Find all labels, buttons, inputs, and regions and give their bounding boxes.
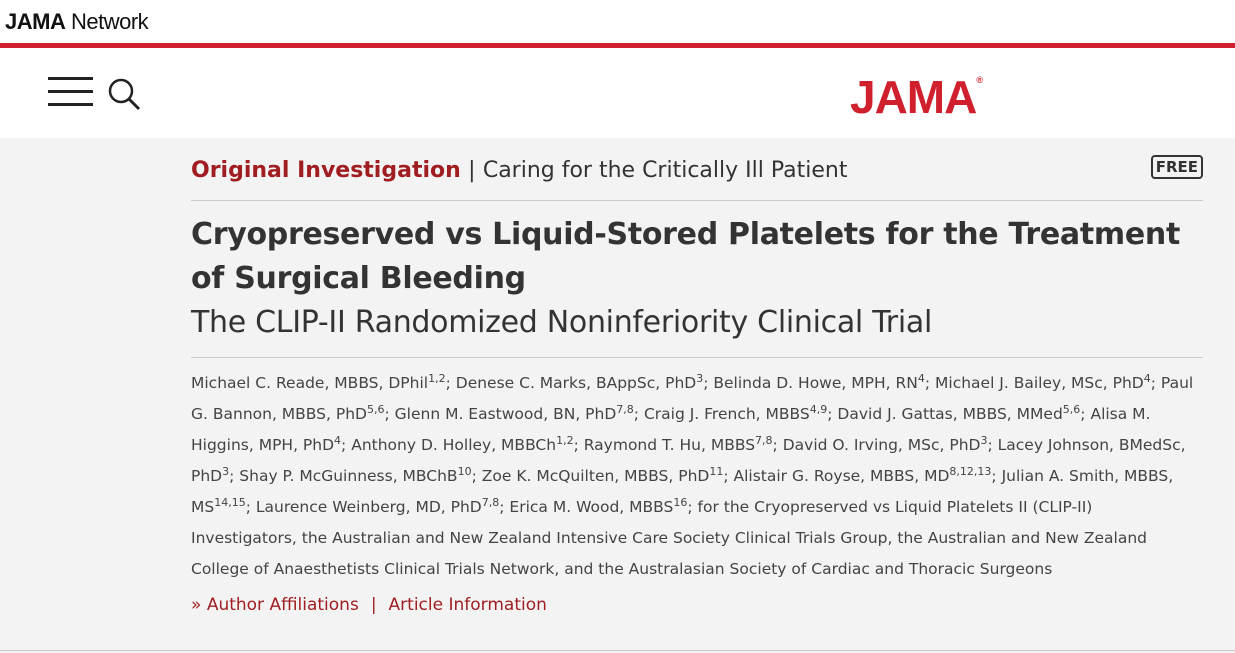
author-affiliation[interactable]: 14,15 — [214, 495, 246, 509]
author-affiliation[interactable]: 1,2 — [556, 433, 574, 447]
article-subtitle: The CLIP-II Randomized Noninferiority Cl… — [191, 301, 1203, 358]
author-affiliation[interactable]: 3 — [980, 433, 988, 447]
author-affiliations-link[interactable]: » Author Affiliations — [191, 595, 359, 615]
links-separator: | — [370, 595, 377, 615]
section-separator: | — [468, 158, 476, 183]
author-separator: ; — [245, 498, 251, 516]
brand-logo[interactable]: JAMA® — [850, 70, 983, 124]
author-name[interactable]: Alisa M. Higgins, MPH, PhD — [191, 405, 1151, 454]
author-separator: ; — [827, 405, 833, 423]
article-header: Original Investigation | Caring for the … — [191, 150, 1203, 615]
author-separator: ; — [499, 498, 505, 516]
author-affiliation[interactable]: 7,8 — [616, 402, 634, 416]
author-name[interactable]: Paul G. Bannon, MBBS, PhD — [191, 374, 1194, 423]
section-link[interactable]: Original Investigation — [191, 158, 461, 183]
search-button[interactable] — [108, 78, 142, 112]
article-information-link[interactable]: Article Information — [388, 595, 547, 615]
author-affiliation[interactable]: 7,8 — [481, 495, 500, 509]
author-list: Michael C. Reade, MBBS, DPhil1,2; Denese… — [191, 368, 1203, 585]
site-header: JAMA® — [0, 48, 1235, 138]
author-separator: ; — [987, 436, 993, 454]
network-logo-bold[interactable]: JAMA — [5, 9, 66, 34]
author-affiliation[interactable]: 4,9 — [809, 402, 828, 416]
author-separator: ; — [384, 405, 390, 423]
author-name[interactable]: Belinda D. Howe, MPH, RN — [713, 374, 918, 392]
author-name[interactable]: Anthony D. Holley, MBBCh — [351, 436, 557, 454]
author-name[interactable]: Julian A. Smith, MBBS, MS — [191, 467, 1174, 516]
brand-logo-mark: ® — [976, 75, 983, 85]
author-name[interactable]: Lacey Johnson, BMedSc, PhD — [191, 436, 1186, 485]
article-links: » Author Affiliations | Article Informatio… — [191, 595, 1203, 615]
author-affiliation[interactable]: 16 — [673, 495, 688, 509]
author-name[interactable]: Shay P. McGuinness, MBChB — [239, 467, 458, 485]
author-separator: ; — [772, 436, 778, 454]
author-affiliation[interactable]: 4 — [1143, 371, 1151, 385]
author-separator: ; — [924, 374, 931, 392]
author-separator: ; — [991, 467, 997, 485]
author-name[interactable]: Laurence Weinberg, MD, PhD — [255, 498, 482, 516]
author-separator: ; — [687, 498, 693, 516]
author-name[interactable]: Denese C. Marks, BAppSc, PhD — [455, 374, 697, 392]
brand-logo-text[interactable]: JAMA — [850, 71, 977, 123]
author-name[interactable]: Craig J. French, MBBS — [643, 405, 810, 423]
author-separator: ; — [229, 467, 235, 485]
article-type: Original Investigation | Caring for the … — [191, 150, 1203, 201]
menu-button[interactable] — [48, 76, 94, 108]
author-affiliation[interactable]: 11 — [709, 464, 724, 478]
author-separator: ; — [703, 374, 709, 392]
author-affiliation[interactable]: 8,12,13 — [949, 464, 992, 478]
divider — [0, 650, 1235, 651]
author-separator: ; — [633, 405, 640, 423]
author-affiliation[interactable]: 3 — [222, 464, 230, 478]
network-logo[interactable]: JAMA Network — [5, 9, 149, 35]
author-affiliation[interactable]: 3 — [696, 371, 704, 385]
author-affiliation[interactable]: 1,2 — [428, 371, 446, 385]
author-name[interactable]: Erica M. Wood, MBBS — [509, 498, 674, 516]
group-authors: for the Cryopreserved vs Liquid Platelet… — [191, 498, 1147, 578]
author-affiliation[interactable]: 5,6 — [1062, 402, 1081, 416]
author-name[interactable]: David O. Irving, MSc, PhD — [782, 436, 981, 454]
collection-link[interactable]: Caring for the Critically Ill Patient — [482, 158, 848, 183]
author-separator: ; — [1080, 405, 1086, 423]
author-name[interactable]: Michael C. Reade, MBBS, DPhil — [191, 374, 429, 392]
author-affiliation[interactable]: 7,8 — [755, 433, 773, 447]
author-separator: ; — [1150, 374, 1156, 392]
author-affiliation[interactable]: 5,6 — [366, 402, 385, 416]
author-affiliation[interactable]: 10 — [457, 464, 472, 478]
author-separator: ; — [341, 436, 347, 454]
author-separator: ; — [723, 467, 729, 485]
author-separator: ; — [471, 467, 477, 485]
author-name[interactable]: Michael J. Bailey, MSc, PhD — [935, 374, 1144, 392]
author-name[interactable]: David J. Gattas, MBBS, MMed — [837, 405, 1063, 423]
author-affiliation[interactable]: 4 — [917, 371, 925, 385]
author-name[interactable]: Glenn M. Eastwood, BN, PhD — [394, 405, 617, 423]
author-name[interactable]: Alistair G. Royse, MBBS, MD — [733, 467, 950, 485]
author-affiliation[interactable]: 4 — [334, 433, 342, 447]
author-separator: ; — [573, 436, 579, 454]
article-title: Cryopreserved vs Liquid-Stored Platelets… — [191, 217, 1180, 296]
network-logo-rest[interactable]: Network — [70, 9, 149, 34]
free-badge: FREE — [1150, 155, 1203, 179]
author-name[interactable]: Raymond T. Hu, MBBS — [583, 436, 756, 454]
author-separator: ; — [445, 374, 451, 392]
author-name[interactable]: Zoe K. McQuilten, MBBS, PhD — [481, 467, 710, 485]
network-bar: JAMA Network — [0, 0, 1235, 48]
author-affiliations-text[interactable]: Author Affiliations — [206, 595, 359, 615]
